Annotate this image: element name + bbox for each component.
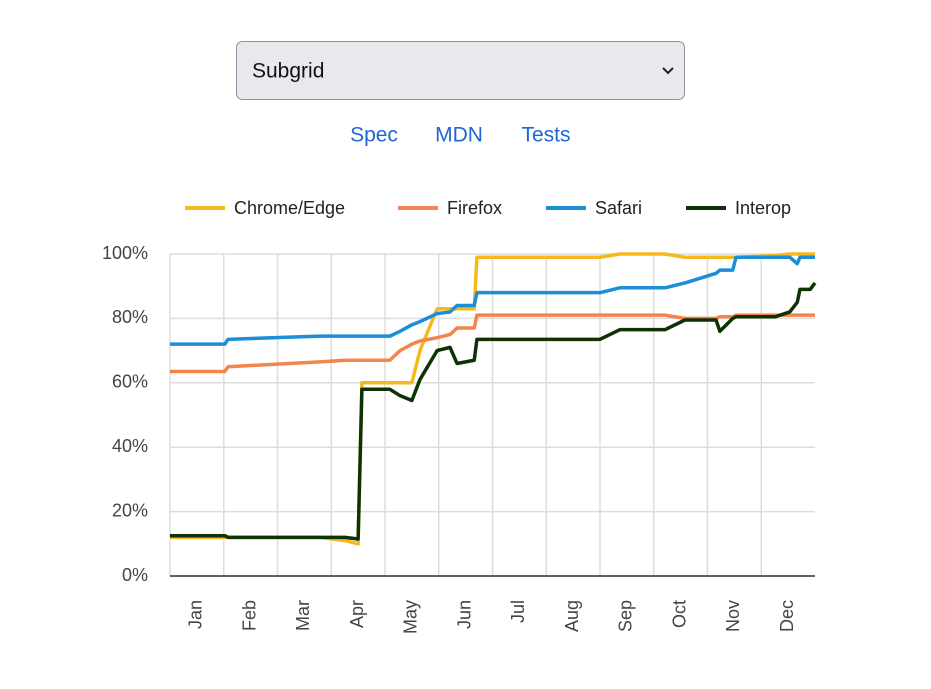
y-tick-label: 20%: [112, 500, 148, 520]
x-tick-label: Aug: [562, 600, 582, 632]
y-tick-label: 0%: [122, 565, 148, 585]
legend-label: Chrome/Edge: [234, 198, 345, 218]
legend-label: Firefox: [447, 198, 502, 218]
link[interactable]: MDN: [435, 124, 483, 147]
x-tick-label: Jun: [454, 600, 474, 629]
y-tick-label: 60%: [112, 372, 148, 392]
x-tick-label: May: [401, 600, 421, 634]
x-tick-label: Mar: [293, 600, 313, 631]
series-line: [170, 281, 817, 541]
x-tick-label: Jul: [508, 600, 528, 623]
select-frame[interactable]: [236, 41, 685, 100]
x-tick-label: Nov: [723, 600, 743, 632]
y-tick-label: 40%: [112, 436, 148, 456]
select-box[interactable]: Subgrid: [236, 41, 685, 100]
y-tick-label: 80%: [112, 307, 148, 327]
series-line: [170, 255, 815, 346]
x-tick-label: Apr: [347, 600, 367, 628]
link[interactable]: Spec: [350, 124, 398, 147]
series-line: [170, 252, 815, 546]
legend-label: Interop: [735, 198, 791, 218]
x-tick-label: Jan: [186, 600, 206, 629]
y-tick-label: 100%: [102, 243, 148, 263]
x-tick-label: Feb: [239, 600, 259, 631]
select-chevron[interactable]: [662, 67, 674, 75]
select-value[interactable]: Subgrid: [252, 60, 324, 83]
legend-label: Safari: [595, 198, 642, 218]
link[interactable]: Tests: [521, 124, 570, 147]
x-tick-label: Oct: [669, 600, 689, 628]
x-tick-label: Sep: [616, 600, 636, 632]
x-tick-label: Dec: [777, 600, 797, 632]
